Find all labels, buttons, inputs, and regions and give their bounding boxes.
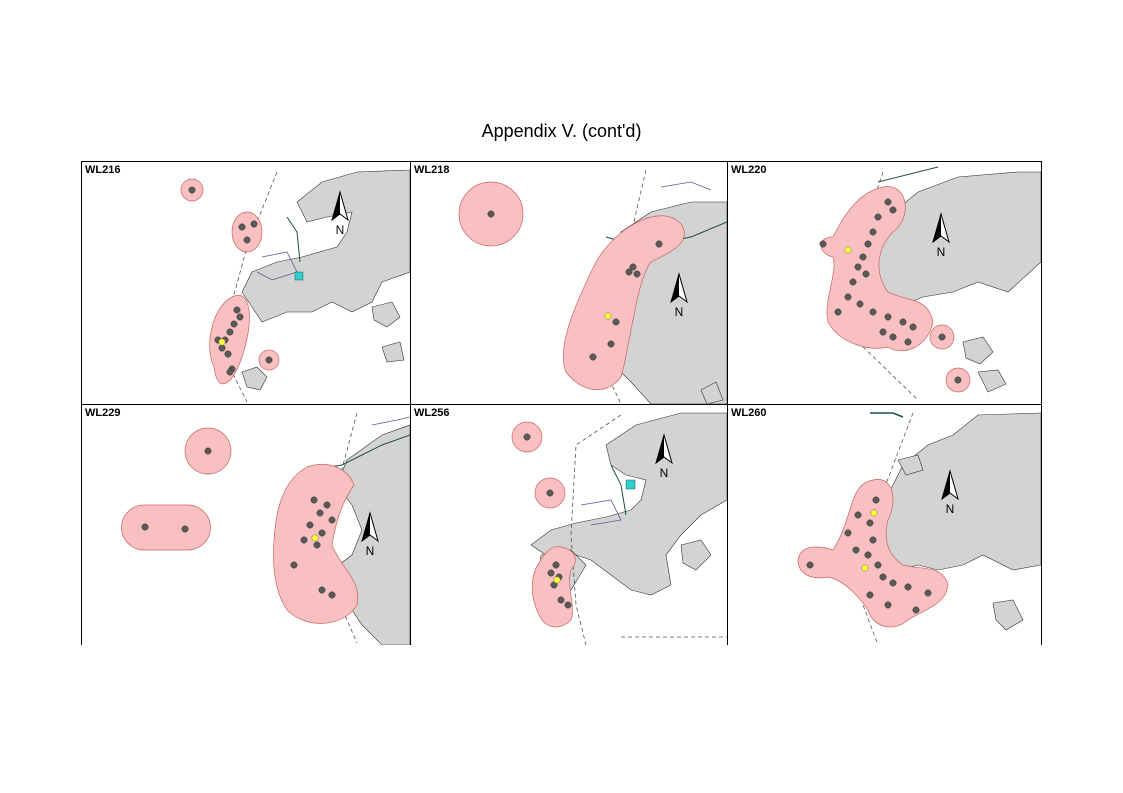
map-grid: WL216 [81, 161, 1042, 645]
island [680, 539, 712, 571]
panel-label: WL220 [731, 164, 767, 176]
map-panel-wl220: WL220 [728, 162, 1041, 404]
north-label: N [660, 466, 669, 480]
marker [625, 479, 636, 490]
boundary-line [326, 412, 358, 644]
north-label: N [366, 544, 375, 558]
highlight-point [553, 576, 561, 584]
range-polygons [511, 421, 576, 628]
page-title: Appendix V. (cont'd) [481, 121, 642, 141]
highlight-point [844, 246, 852, 254]
divider [82, 404, 1041, 405]
land-mass [872, 412, 1041, 571]
island [381, 341, 405, 363]
map-wl216: N [180, 169, 410, 403]
panel-label: WL260 [731, 407, 767, 419]
map-wl229: N [121, 412, 410, 645]
island [897, 454, 924, 476]
panel-label: WL216 [85, 164, 121, 176]
highlight-point [311, 534, 319, 542]
map-panel-wl256: WL256 N [411, 405, 727, 645]
north-label: N [946, 502, 955, 516]
sighting-points [806, 496, 932, 614]
north-arrow-icon: N [361, 511, 379, 558]
island [992, 599, 1024, 631]
land-mass [530, 412, 727, 596]
island [241, 366, 268, 391]
highlight-point [861, 564, 869, 572]
north-label: N [937, 245, 946, 259]
north-label: N [675, 305, 684, 319]
island [962, 336, 994, 365]
panel-label: WL256 [414, 407, 450, 419]
range-polygons [797, 479, 949, 628]
map-panel-wl216: WL216 [82, 162, 410, 404]
sighting-points [819, 198, 962, 384]
map-panel-wl260: WL260 N [728, 405, 1041, 645]
highlight-point [604, 312, 612, 320]
north-arrow-icon: N [941, 469, 959, 516]
road-line [610, 464, 627, 516]
island [977, 369, 1007, 393]
sighting-points [188, 186, 273, 376]
sighting-points [487, 210, 663, 361]
north-arrow-icon: N [932, 212, 950, 259]
range-polygons [121, 427, 359, 624]
north-arrow-icon: N [670, 272, 688, 319]
panel-label: WL218 [414, 164, 450, 176]
island [700, 381, 724, 404]
road-line [877, 166, 939, 183]
map-panel-wl229: WL229 N [82, 405, 410, 645]
map-panel-wl218: WL218 N [411, 162, 727, 404]
road-line [286, 216, 301, 263]
map-wl218: N [458, 169, 727, 404]
land-mass [241, 169, 410, 323]
divider [410, 162, 411, 644]
map-wl260: N [797, 412, 1041, 645]
island [371, 301, 401, 328]
divider [727, 162, 728, 644]
sighting-points [523, 433, 572, 609]
boundary-line [570, 414, 622, 645]
panel-label: WL229 [85, 407, 121, 419]
map-wl256: N [511, 412, 727, 645]
sighting-points [141, 447, 336, 599]
boundary-line [231, 171, 278, 403]
marker [294, 271, 304, 281]
north-arrow-icon: N [655, 433, 673, 480]
reclamation-line [580, 499, 622, 526]
road-line [870, 412, 904, 418]
highlight-point [870, 509, 878, 517]
map-wl220: N [819, 166, 1041, 401]
highlight-point [218, 338, 226, 346]
north-arrow-icon: N [331, 190, 349, 237]
boundary-line [857, 412, 914, 645]
reclamation-line [371, 416, 410, 426]
north-label: N [336, 223, 345, 237]
reclamation-line [660, 181, 712, 191]
